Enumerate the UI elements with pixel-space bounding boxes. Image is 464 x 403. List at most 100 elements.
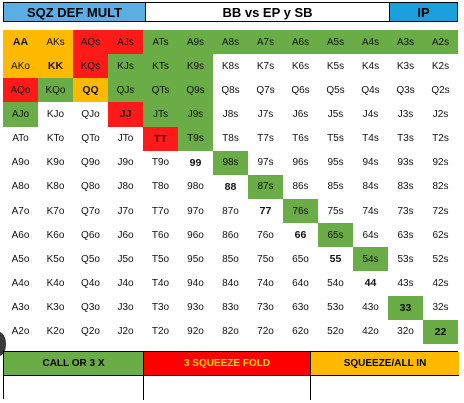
hand-cell: 83s xyxy=(388,174,423,199)
hand-cell: A4s xyxy=(353,30,388,55)
hand-cell: Q4s xyxy=(353,78,388,103)
hand-cell: 53s xyxy=(388,247,423,272)
hand-cell: J7o xyxy=(108,198,143,224)
hand-cell: AA xyxy=(3,30,38,55)
hand-cell: 62s xyxy=(423,223,458,248)
hand-cell: A5s xyxy=(318,30,353,55)
hand-cell: 82o xyxy=(213,319,248,344)
hand-cell: 75s xyxy=(318,198,353,224)
hand-cell: 84s xyxy=(353,174,388,199)
legend-empty-cell xyxy=(4,376,144,400)
legend-call-label: CALL OR 3 X xyxy=(4,352,144,376)
hand-cell: J2o xyxy=(108,319,143,344)
hand-cell: A8s xyxy=(213,30,248,55)
hand-cell: J3s xyxy=(388,102,423,127)
hand-cell: J9s xyxy=(178,102,213,127)
hand-cell: 83o xyxy=(213,295,248,320)
hand-cell: T8s xyxy=(213,126,248,151)
hand-cell: A9o xyxy=(3,150,38,175)
hand-cell: 85s xyxy=(318,174,353,199)
hand-cell: A6o xyxy=(3,223,38,248)
hand-cell: 65s xyxy=(318,223,353,248)
hand-cell: 96s xyxy=(283,150,318,175)
hand-cell: 32o xyxy=(388,319,423,344)
hand-cell: K5s xyxy=(318,54,353,79)
hand-cell: A3o xyxy=(3,295,38,320)
hand-cell: T7s xyxy=(248,126,283,151)
hand-cell: 82s xyxy=(423,174,458,199)
hand-cell: 64o xyxy=(283,271,318,296)
hand-cell: A5o xyxy=(3,247,38,272)
hand-cell: KTo xyxy=(38,126,73,151)
hand-cell: KTs xyxy=(143,54,178,79)
hand-cell: 87o xyxy=(213,198,248,224)
hand-cell: QQ xyxy=(73,78,108,103)
header-position-label: IP xyxy=(389,3,457,21)
hand-cell: A2o xyxy=(3,319,38,344)
hand-cell: J2s xyxy=(423,102,458,127)
hand-cell: J6o xyxy=(108,223,143,248)
hand-cell: A2s xyxy=(423,30,458,55)
hand-cell: 74o xyxy=(248,271,283,296)
hand-cell: T4o xyxy=(143,271,178,296)
legend-empty-cell xyxy=(311,376,459,400)
hand-cell: 88 xyxy=(213,174,248,199)
hand-cell: 73s xyxy=(388,198,423,224)
hand-cell: K9s xyxy=(178,54,213,79)
hand-cell: 92o xyxy=(178,319,213,344)
hand-cell: 42o xyxy=(353,319,388,344)
hand-cell: A7o xyxy=(3,198,38,224)
hand-cell: T3o xyxy=(143,295,178,320)
hand-cell: Q3s xyxy=(388,78,423,103)
hand-cell: Q9o xyxy=(73,150,108,175)
hand-cell: A8o xyxy=(3,174,38,199)
hand-cell: 87s xyxy=(248,174,283,199)
hand-cell: A7s xyxy=(248,30,283,55)
hand-range-grid: AA AKs AQs AJs ATs A9s A8s A7s A6s A5s A4s A3s A2s AK… xyxy=(3,30,458,344)
hand-cell: AQo xyxy=(3,78,38,103)
hand-cell: Q6s xyxy=(283,78,318,103)
hand-cell: 73o xyxy=(248,295,283,320)
hand-cell: 98o xyxy=(178,174,213,199)
scroll-handle[interactable] xyxy=(0,332,6,356)
hand-cell: K5o xyxy=(38,247,73,272)
hand-cell: AJs xyxy=(108,30,143,55)
hand-cell: 33 xyxy=(388,295,423,320)
hand-cell: Q8o xyxy=(73,174,108,199)
hand-cell: K6o xyxy=(38,223,73,248)
hand-cell: 96o xyxy=(178,223,213,248)
chart-header: SQZ DEF MULT BB vs EP y SB IP xyxy=(3,2,458,22)
hand-cell: TT xyxy=(143,126,178,151)
header-title-middle: BB vs EP y SB xyxy=(146,3,389,21)
hand-cell: 85o xyxy=(213,247,248,272)
hand-cell: 95o xyxy=(178,247,213,272)
hand-cell: 53o xyxy=(318,295,353,320)
hand-cell: T6s xyxy=(283,126,318,151)
hand-cell: Q5o xyxy=(73,247,108,272)
hand-cell: KJo xyxy=(38,102,73,127)
hand-cell: KK xyxy=(38,54,73,79)
hand-cell: QTs xyxy=(143,78,178,103)
hand-cell: T7o xyxy=(143,198,178,224)
hand-cell: A9s xyxy=(178,30,213,55)
hand-cell: Q2o xyxy=(73,319,108,344)
hand-cell: 86o xyxy=(213,223,248,248)
hand-cell: 98s xyxy=(213,150,248,175)
hand-cell: 72o xyxy=(248,319,283,344)
hand-cell: Q4o xyxy=(73,271,108,296)
hand-cell: 66 xyxy=(283,223,318,248)
hand-cell: 72s xyxy=(423,198,458,224)
hand-cell: Q9s xyxy=(178,78,213,103)
hand-cell: 42s xyxy=(423,271,458,296)
hand-cell: Q8s xyxy=(213,78,248,103)
hand-cell: 44 xyxy=(353,271,388,296)
hand-cell: J8o xyxy=(108,174,143,199)
hand-cell: T6o xyxy=(143,223,178,248)
hand-cell: T8o xyxy=(143,174,178,199)
hand-cell: 43o xyxy=(353,295,388,320)
hand-cell: T2o xyxy=(143,319,178,344)
hand-cell: A4o xyxy=(3,271,38,296)
hand-cell: JJ xyxy=(108,102,143,127)
hand-cell: 43s xyxy=(388,271,423,296)
hand-cell: 77 xyxy=(248,198,283,224)
